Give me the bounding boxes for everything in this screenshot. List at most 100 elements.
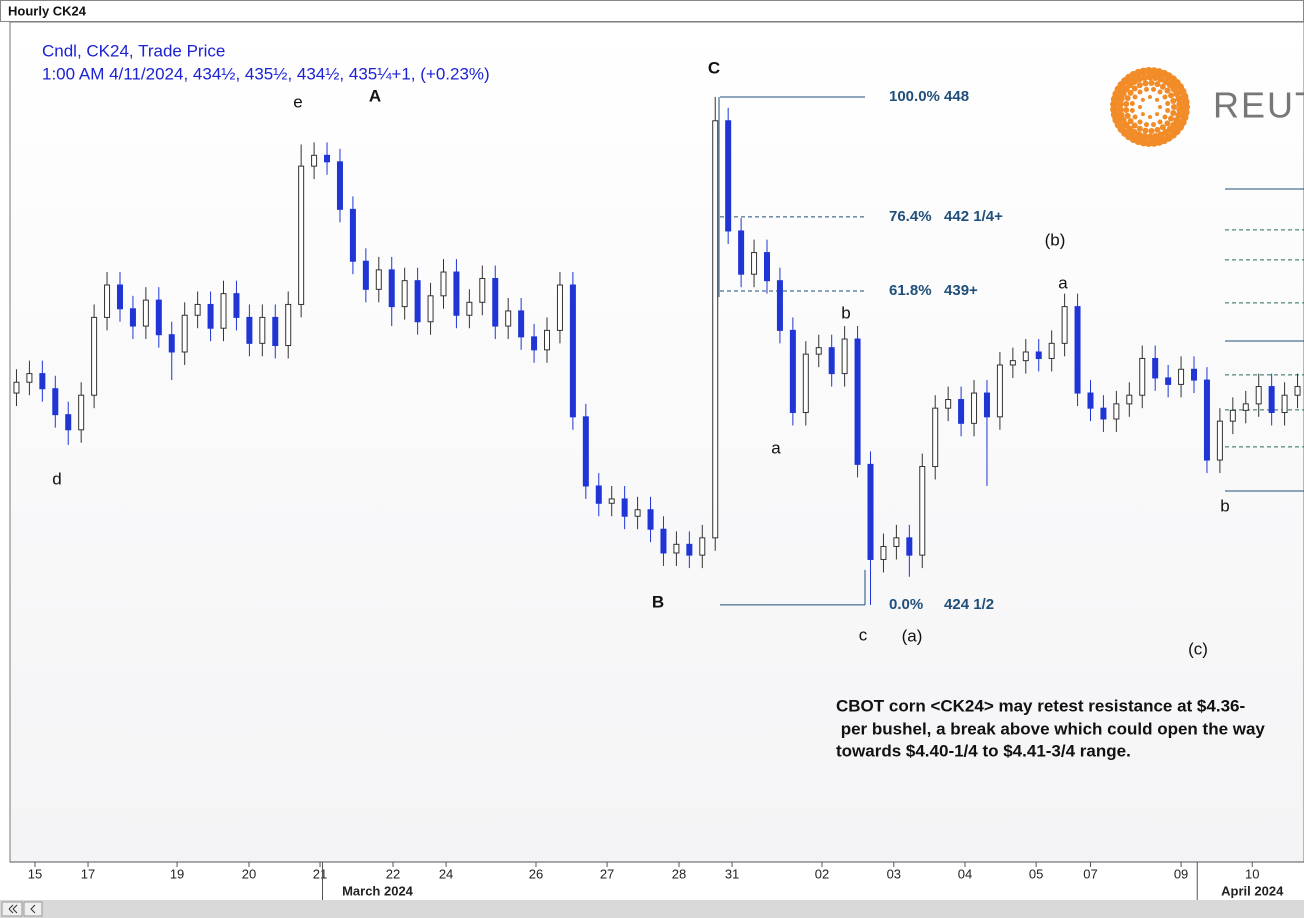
- candle-body: [272, 316, 279, 347]
- candle-body: [1022, 351, 1029, 362]
- candle-body: [725, 120, 732, 232]
- logo-dot: [1123, 107, 1130, 114]
- logo-dot: [1170, 98, 1177, 105]
- candle-body: [349, 208, 356, 262]
- candle-body: [104, 284, 111, 318]
- logo-text: REUTERS: [1213, 85, 1304, 126]
- candle-body: [867, 463, 874, 560]
- candle-body: [505, 310, 512, 327]
- wave-label: B: [652, 592, 664, 611]
- logo-dot: [1138, 105, 1142, 109]
- candle-body: [789, 329, 796, 414]
- candle-body: [220, 293, 227, 329]
- candle-body: [673, 543, 680, 554]
- candle-body: [1035, 351, 1042, 359]
- candle-body: [427, 295, 434, 323]
- scroll-left-icon: [30, 904, 36, 914]
- fib-label: 61.8% 439+: [889, 282, 978, 299]
- logo-dot: [1137, 89, 1143, 95]
- comment-line: towards $4.40-1/4 to $4.41-3/4 range.: [836, 741, 1131, 760]
- plot-area: [9, 21, 1304, 863]
- candle-body: [738, 230, 745, 275]
- wave-label: b: [841, 303, 850, 322]
- fib-label: 0.0% 424 1/2: [889, 596, 994, 613]
- fib-label: 76.4% 442 1/4+: [889, 208, 1003, 225]
- candle-body: [518, 310, 525, 338]
- logo-dot: [1157, 89, 1163, 95]
- scrollbar[interactable]: [0, 900, 1304, 918]
- candle-body: [634, 509, 641, 517]
- x-tick-label: 03: [887, 866, 901, 881]
- x-tick-label: 27: [600, 866, 614, 881]
- logo-dot: [1131, 122, 1138, 129]
- candle-body: [815, 347, 822, 355]
- candle-body: [1294, 386, 1301, 396]
- x-tick-label: 21: [313, 866, 327, 881]
- x-tick-label: 28: [672, 866, 686, 881]
- candle-body: [1229, 409, 1236, 422]
- scroll-start-button[interactable]: [1, 901, 23, 917]
- logo-dot: [1152, 132, 1160, 140]
- x-tick-label: 10: [1245, 866, 1259, 881]
- logo-dot: [1143, 122, 1149, 128]
- logo-dot: [1155, 112, 1160, 117]
- candle-body: [259, 316, 266, 344]
- scroll-left-button[interactable]: [23, 901, 43, 917]
- candle-body: [893, 537, 900, 547]
- x-tick-label: 17: [81, 866, 95, 881]
- logo-dot: [1146, 73, 1154, 81]
- candle-body: [802, 353, 809, 414]
- candle-body: [699, 537, 706, 556]
- candle-body: [945, 399, 952, 409]
- logo-dot: [1159, 83, 1166, 90]
- candle-body: [194, 303, 201, 316]
- candle-body: [712, 120, 719, 539]
- logo-dot: [1142, 80, 1149, 87]
- logo-dot: [1140, 74, 1148, 82]
- candle-body: [401, 280, 408, 308]
- wave-label: d: [52, 469, 61, 488]
- candle-body: [453, 271, 460, 316]
- candle-body: [1126, 394, 1133, 405]
- logo-dot: [1140, 112, 1145, 117]
- candle-body: [621, 498, 628, 517]
- candle-body: [1009, 360, 1016, 366]
- candle-body: [1242, 403, 1249, 411]
- candle-body: [285, 303, 292, 347]
- x-tick-label: 19: [170, 866, 184, 881]
- candle-body: [388, 269, 395, 308]
- scroll-start-icon: [8, 904, 18, 914]
- candle-body: [1087, 392, 1094, 409]
- candle-body: [1178, 368, 1185, 385]
- logo-dot: [1136, 82, 1143, 89]
- candle-body: [647, 509, 654, 530]
- logo-dot: [1162, 94, 1168, 100]
- logo-dot: [1116, 106, 1124, 114]
- logo-dot: [1117, 111, 1125, 119]
- candle-body: [39, 373, 46, 390]
- candle-body: [1216, 420, 1223, 461]
- x-tick-label: 07: [1083, 866, 1097, 881]
- candle-body: [958, 399, 965, 424]
- candle-body: [531, 336, 538, 351]
- x-tick-label: 22: [386, 866, 400, 881]
- candle-body: [362, 260, 369, 290]
- candle-body: [841, 338, 848, 375]
- x-tick-label: 04: [958, 866, 972, 881]
- candle-body: [569, 284, 576, 418]
- candle-body: [492, 278, 499, 327]
- candle-body: [996, 364, 1003, 418]
- candle-body: [246, 316, 253, 344]
- candle-body: [1152, 357, 1159, 379]
- logo-dot: [1146, 133, 1154, 141]
- candle-body: [1061, 306, 1068, 344]
- logo-dot: [1159, 124, 1166, 131]
- logo-dot: [1148, 80, 1155, 87]
- logo-dot: [1168, 92, 1175, 99]
- logo-dot: [1154, 81, 1161, 88]
- legend-line: 1:00 AM 4/11/2024, 434½, 435½, 434½, 435…: [42, 64, 490, 83]
- logo-dot: [1176, 106, 1184, 114]
- logo-dot: [1142, 127, 1149, 134]
- candle-body: [440, 271, 447, 297]
